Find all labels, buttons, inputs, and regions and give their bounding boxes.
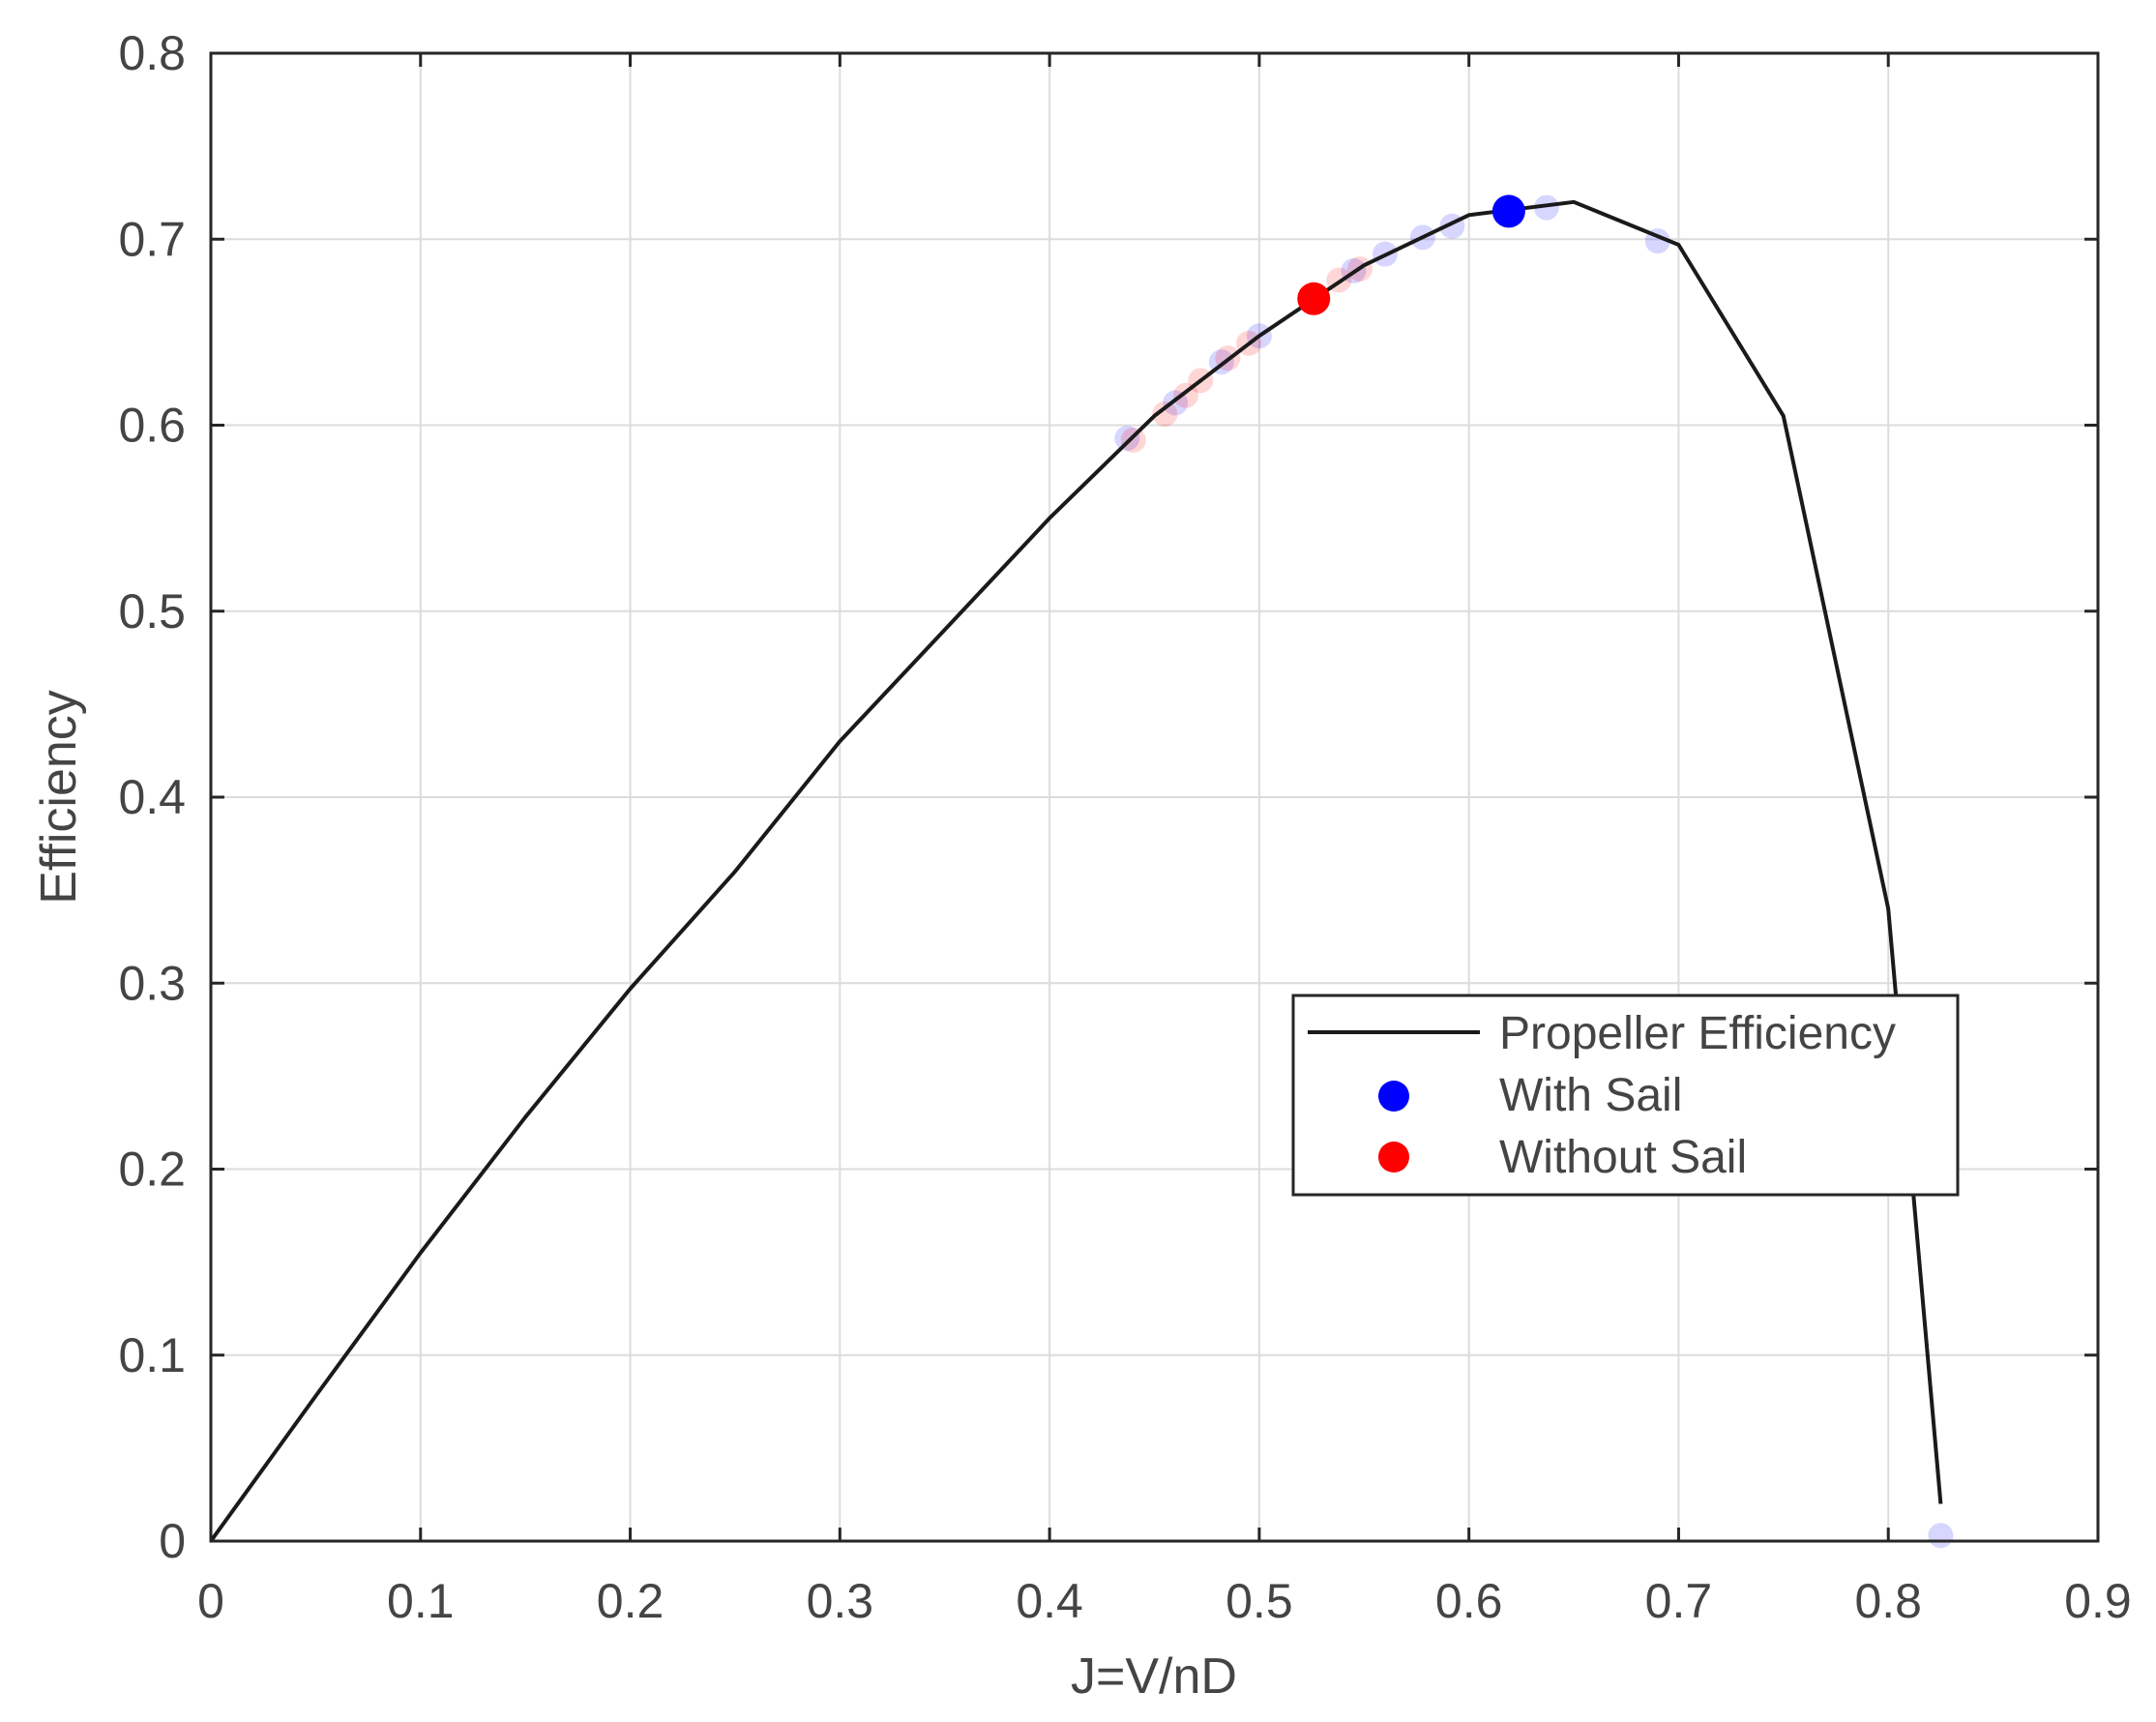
legend-label-without-sail: Without Sail — [1499, 1132, 1747, 1183]
y-tick-label: 0.5 — [118, 584, 186, 638]
x-tick-label: 0.1 — [387, 1574, 455, 1628]
y-tick-label: 0 — [159, 1514, 186, 1568]
x-tick-label: 0 — [197, 1574, 224, 1628]
without-sail-point — [1297, 282, 1331, 315]
y-tick-label: 0.2 — [118, 1143, 186, 1197]
faded-point — [1928, 1523, 1954, 1549]
x-tick-label: 0.2 — [597, 1574, 665, 1628]
faded-point — [1533, 194, 1559, 221]
legend: Propeller Efficiency With Sail Without S… — [1291, 994, 1960, 1197]
y-tick-label: 0.6 — [118, 399, 186, 453]
y-tick-label: 0.1 — [118, 1328, 186, 1382]
faded-point — [1152, 401, 1178, 427]
y-axis-label: Efficiency — [31, 690, 87, 905]
x-tick-label: 0.4 — [1016, 1574, 1083, 1628]
x-tick-label: 0.3 — [807, 1574, 874, 1628]
x-axis-label: J=V/nD — [1071, 1648, 1237, 1705]
x-tick-label: 0.9 — [2064, 1574, 2132, 1628]
y-tick-labels: 0 0.1 0.2 0.3 0.4 0.5 0.6 0.7 0.8 — [118, 26, 186, 1568]
propeller-efficiency-line — [209, 199, 1943, 1543]
with-sail-point — [1491, 194, 1525, 228]
ticks — [209, 51, 2100, 1543]
y-tick-label: 0.7 — [118, 212, 186, 266]
x-tick-label: 0.5 — [1226, 1574, 1293, 1628]
x-tick-label: 0.8 — [1854, 1574, 1922, 1628]
y-tick-label: 0.4 — [118, 770, 186, 824]
faded-point — [1120, 427, 1146, 453]
x-tick-labels: 0 0.1 0.2 0.3 0.4 0.5 0.6 0.7 0.8 0.9 — [197, 1574, 2132, 1628]
series — [209, 194, 1943, 1543]
legend-label-propeller-efficiency: Propeller Efficiency — [1499, 1008, 1896, 1059]
y-tick-label: 0.8 — [118, 26, 186, 80]
y-tick-label: 0.3 — [118, 956, 186, 1010]
x-tick-label: 0.6 — [1435, 1574, 1503, 1628]
legend-marker-with-sail — [1378, 1081, 1409, 1112]
faded-point — [1114, 425, 1140, 451]
legend-label-with-sail: With Sail — [1499, 1070, 1682, 1121]
legend-marker-without-sail — [1378, 1142, 1409, 1173]
x-tick-label: 0.7 — [1645, 1574, 1713, 1628]
